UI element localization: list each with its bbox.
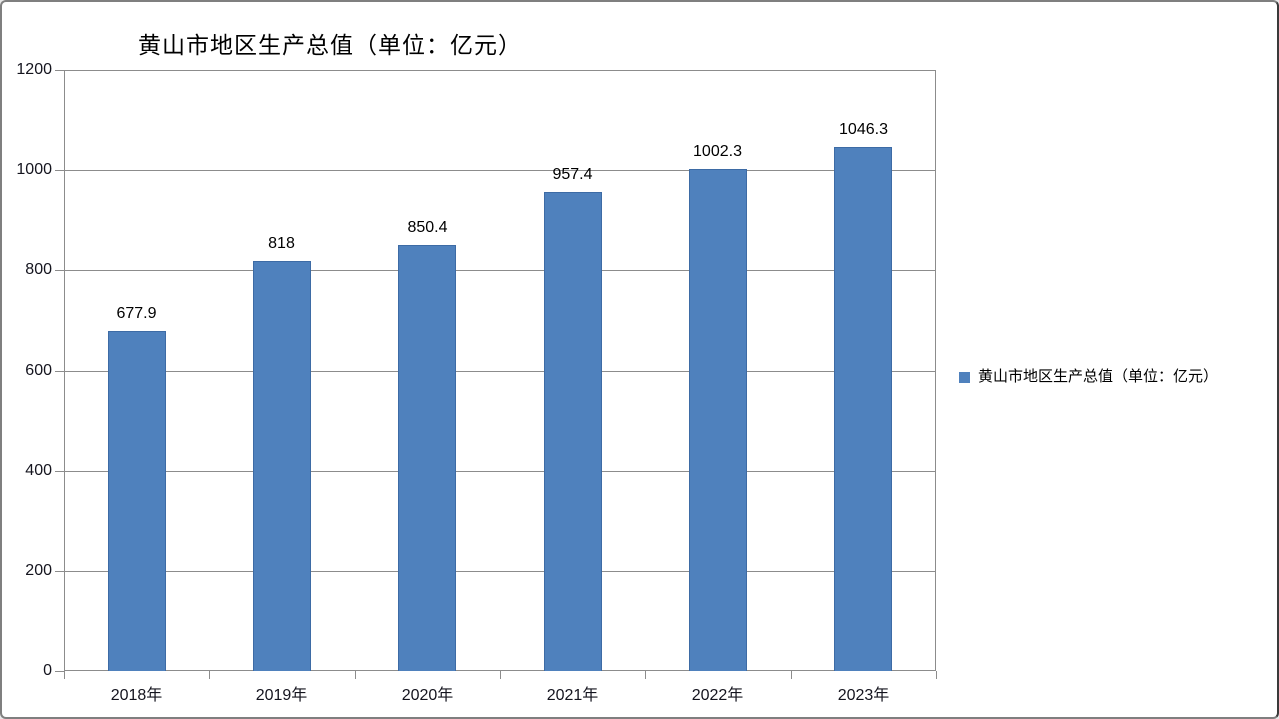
x-axis-tick xyxy=(64,671,65,679)
gridline xyxy=(64,571,936,572)
x-axis-tick-label: 2023年 xyxy=(837,687,890,704)
y-axis-tick xyxy=(55,371,64,372)
legend: 黄山市地区生产总值（单位：亿元） xyxy=(959,369,1218,386)
x-axis-tick-label: 2021年 xyxy=(546,687,599,704)
chart-bar-2023年 xyxy=(834,147,892,671)
x-axis-tick-label: 2019年 xyxy=(255,687,308,704)
y-axis-tick xyxy=(55,270,64,271)
gridline xyxy=(64,270,936,271)
x-axis-tick xyxy=(500,671,501,679)
x-axis-tick-label: 2022年 xyxy=(691,687,744,704)
chart-bar-2021年 xyxy=(544,192,602,671)
legend-series-label: 黄山市地区生产总值（单位：亿元） xyxy=(978,369,1219,385)
legend-swatch-icon xyxy=(959,372,970,383)
chart-bar-2022年 xyxy=(689,169,747,671)
data-label: 677.9 xyxy=(116,305,157,322)
chart-bar-2018年 xyxy=(108,331,166,671)
x-axis-tick xyxy=(645,671,646,679)
x-axis-tick-label: 2020年 xyxy=(401,687,454,704)
y-axis-tick xyxy=(55,170,64,171)
gridline xyxy=(64,471,936,472)
y-axis-tick-label: 200 xyxy=(25,562,52,579)
data-label: 957.4 xyxy=(552,166,593,183)
data-label: 1046.3 xyxy=(839,121,888,138)
chart-title: 黄山市地区生产总值（单位：亿元） xyxy=(138,33,522,58)
y-axis-tick-label: 800 xyxy=(25,261,52,278)
x-axis-tick xyxy=(936,671,937,679)
x-axis-tick-label: 2018年 xyxy=(110,687,163,704)
y-axis-tick-label: 400 xyxy=(25,462,52,479)
data-label: 1002.3 xyxy=(693,143,742,160)
y-axis-tick xyxy=(55,70,64,71)
data-label: 850.4 xyxy=(407,219,448,236)
chart-bar-2020年 xyxy=(398,245,456,671)
y-axis-tick xyxy=(55,571,64,572)
y-axis-tick xyxy=(55,471,64,472)
gridline xyxy=(64,371,936,372)
y-axis-tick-label: 1200 xyxy=(16,61,52,78)
x-axis-tick xyxy=(791,671,792,679)
x-axis-tick xyxy=(209,671,210,679)
x-axis-tick xyxy=(355,671,356,679)
data-label: 818 xyxy=(268,235,295,252)
y-axis-tick-label: 0 xyxy=(43,662,52,679)
plot-area xyxy=(64,70,936,671)
chart-bar-2019年 xyxy=(253,261,311,671)
gridline xyxy=(64,170,936,171)
y-axis-tick-label: 600 xyxy=(25,362,52,379)
y-axis-tick-label: 1000 xyxy=(16,161,52,178)
y-axis-tick xyxy=(55,671,64,672)
